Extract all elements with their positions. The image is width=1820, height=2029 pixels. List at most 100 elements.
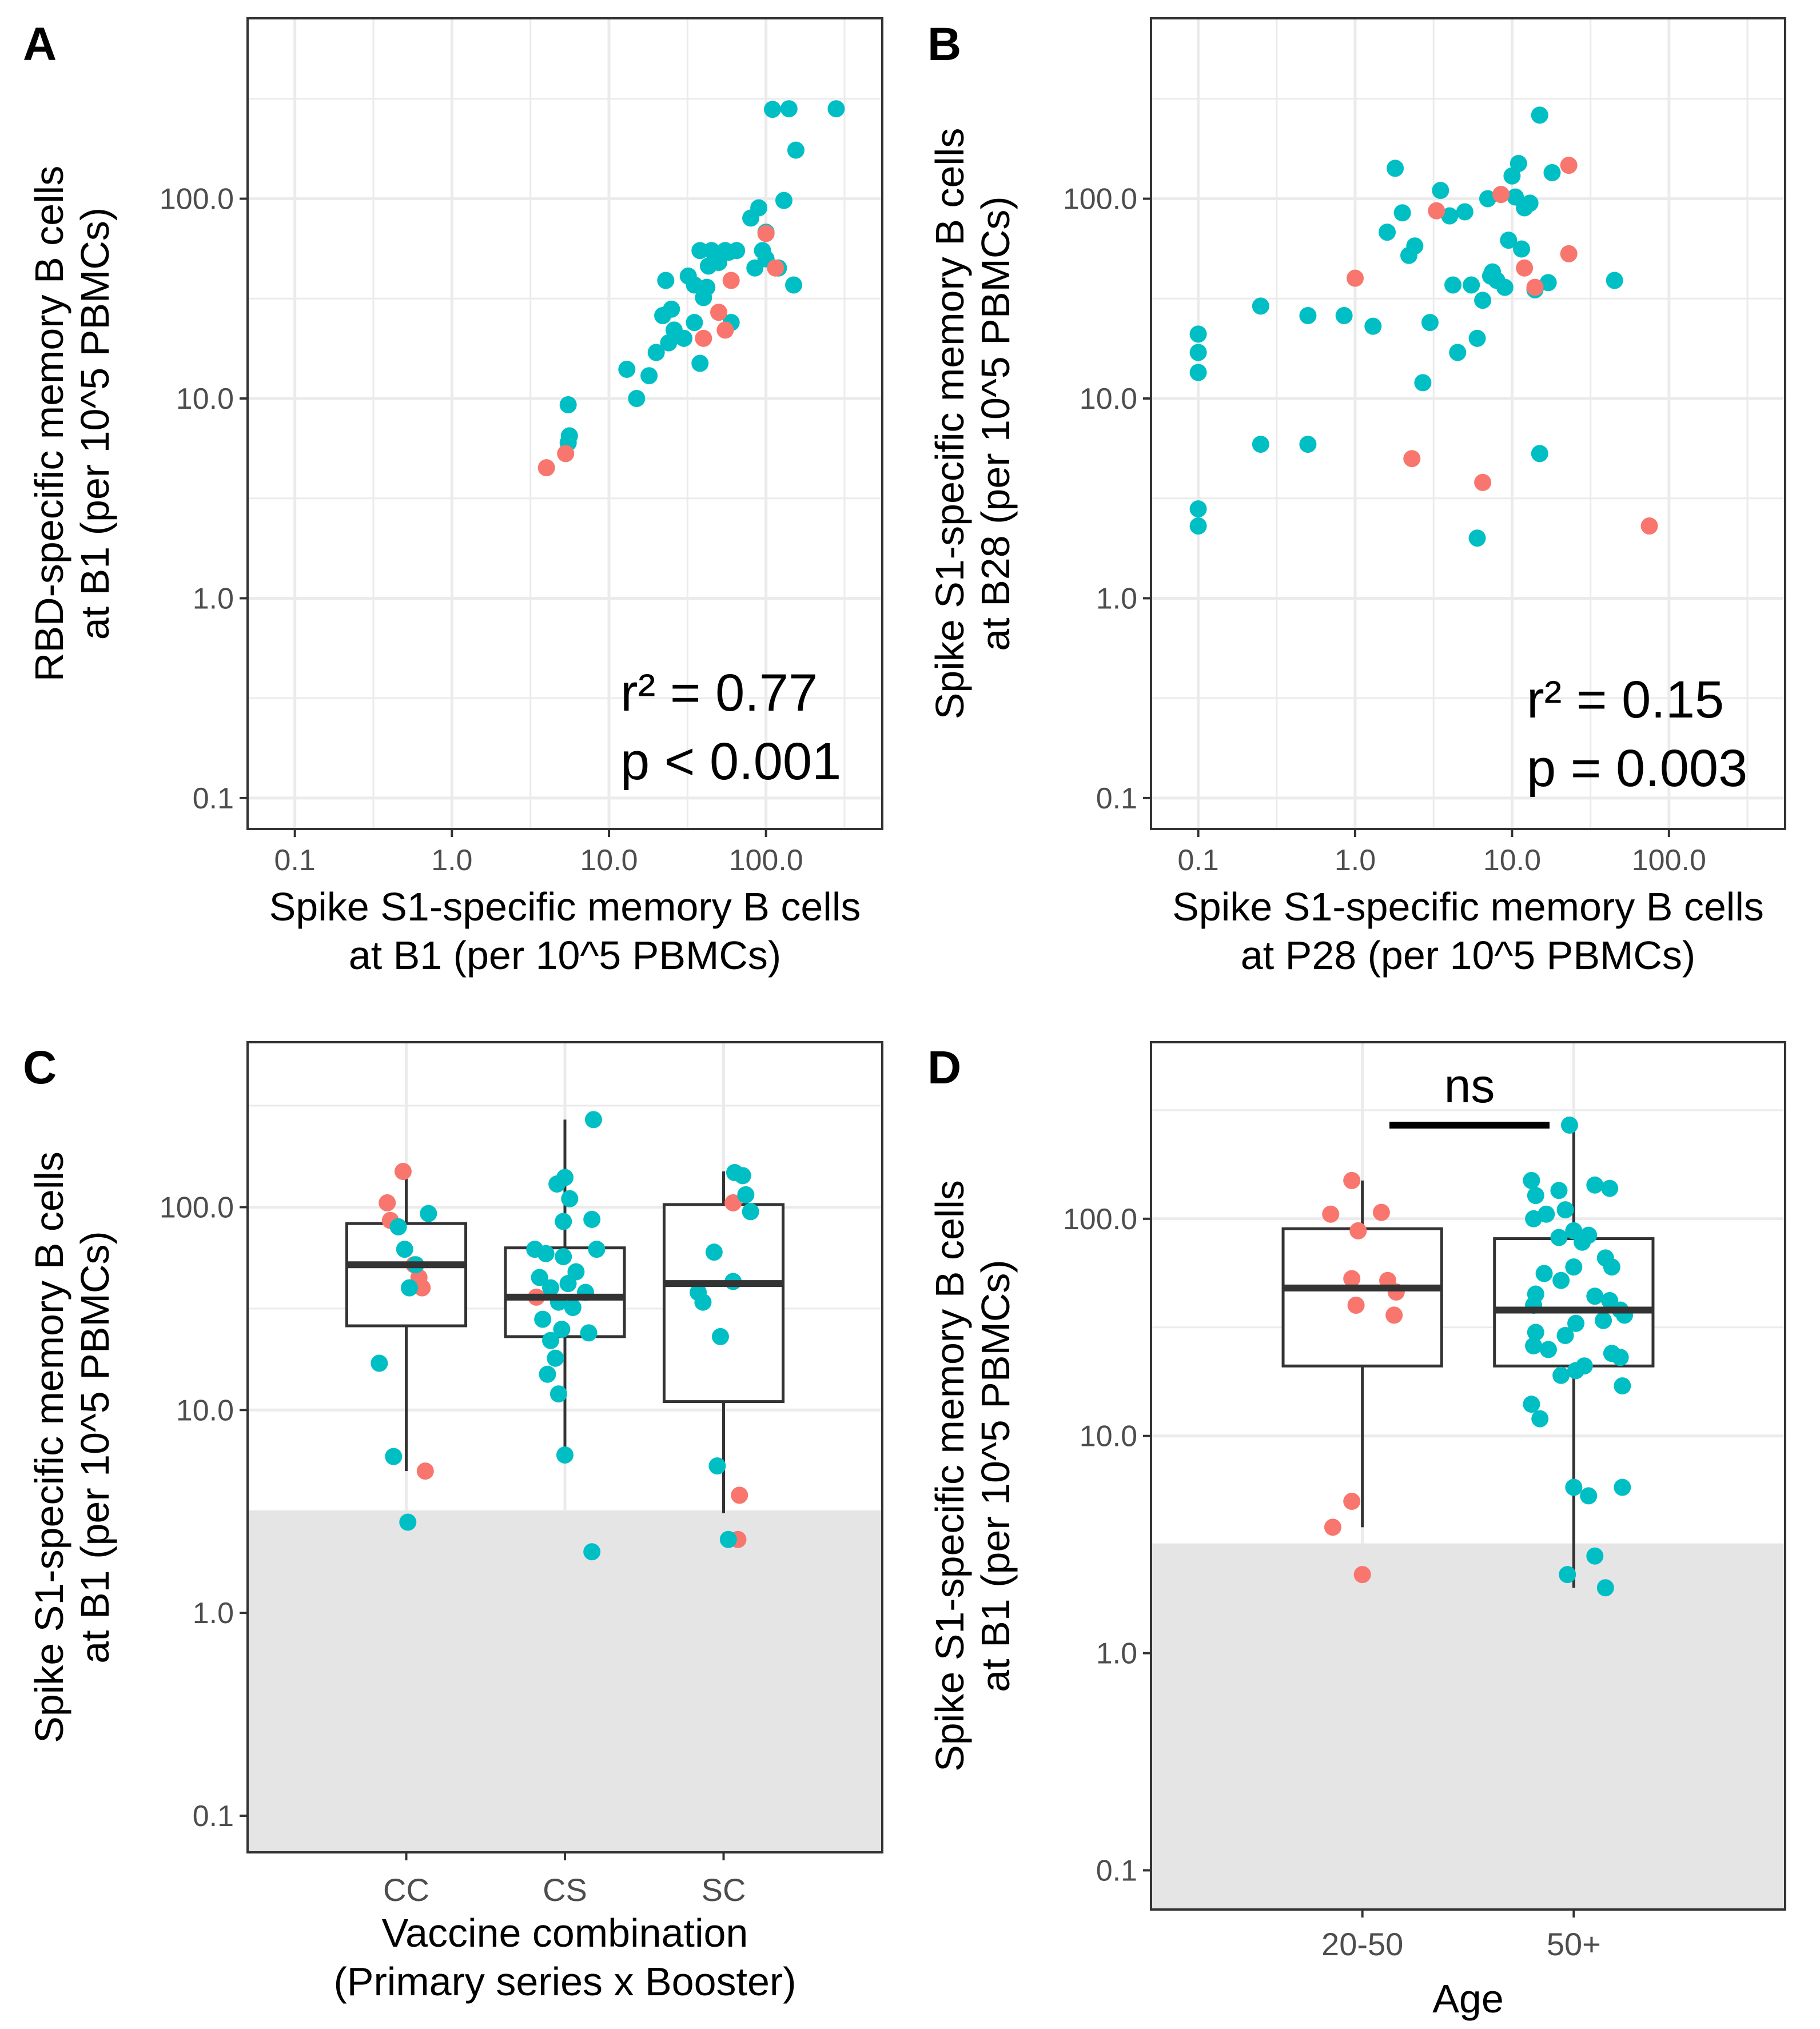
- data-point-teal: [1538, 1205, 1555, 1223]
- data-point-teal: [1606, 272, 1623, 289]
- x-axis-title: Spike S1-specific memory B cells: [1172, 884, 1764, 929]
- data-point-teal: [1456, 203, 1473, 221]
- data-point-teal: [1531, 1410, 1549, 1428]
- panel-d: 0.1 1.0 10.0 100.0 20-50 50+ ns Age Spike S1-spe…: [927, 1041, 1786, 2021]
- data-point-salmon: [1403, 450, 1421, 468]
- box-iqr: [1281, 1227, 1443, 1368]
- data-point-teal: [1550, 1182, 1568, 1199]
- data-point-teal: [1189, 325, 1207, 343]
- data-point-teal: [698, 278, 716, 296]
- data-point-teal: [1614, 1377, 1631, 1395]
- data-point-teal: [1521, 194, 1539, 212]
- panel-letter: C: [23, 1042, 57, 1094]
- data-point-teal: [559, 1275, 577, 1293]
- data-point-teal: [583, 1543, 601, 1561]
- data-point-teal: [1364, 317, 1382, 335]
- data-point-teal: [1449, 344, 1467, 361]
- data-point-teal: [555, 1213, 572, 1230]
- data-point-teal: [1539, 274, 1557, 292]
- data-point-salmon: [1347, 1296, 1365, 1314]
- box-iqr: [345, 1222, 468, 1328]
- x-axis-title: (Primary series x Booster): [333, 1959, 796, 2004]
- panel-b: 0.1 0.1 1.0 1.0 10.0 10.0 100.0 100.0 r² = 0.15 p…: [927, 17, 1786, 978]
- data-point-teal: [549, 1385, 567, 1403]
- y-tick-label: 10.0: [176, 382, 234, 416]
- data-point-teal: [1543, 164, 1561, 182]
- data-point-salmon: [1343, 1270, 1361, 1287]
- data-point-salmon: [1349, 1222, 1367, 1239]
- data-point-teal: [1441, 207, 1459, 225]
- p-value-label: p < 0.001: [620, 732, 841, 791]
- data-point-teal: [1393, 204, 1411, 222]
- data-point-teal: [1586, 1287, 1604, 1305]
- data-point-salmon: [722, 272, 740, 289]
- data-point-teal: [534, 1310, 552, 1328]
- data-point-salmon: [1428, 202, 1445, 220]
- p-value-label: p = 0.003: [1527, 739, 1747, 798]
- data-point-teal: [1559, 1566, 1576, 1584]
- box-iqr: [1493, 1237, 1655, 1368]
- data-point-teal: [556, 1169, 574, 1186]
- data-point-teal: [647, 344, 665, 361]
- data-point-teal: [555, 1248, 572, 1266]
- data-point-teal: [1444, 276, 1462, 294]
- data-point-salmon: [695, 329, 712, 347]
- y-tick-label: 1.0: [1096, 1637, 1137, 1671]
- x-tick-label: 0.1: [1177, 844, 1218, 877]
- plot-border: [246, 17, 883, 830]
- data-point-teal: [1189, 500, 1207, 518]
- data-point-teal: [1580, 1226, 1598, 1244]
- data-point-teal: [1468, 529, 1486, 547]
- data-point-teal: [785, 276, 803, 294]
- data-point-teal: [1560, 1116, 1578, 1134]
- data-point-teal: [588, 1241, 606, 1258]
- x-tick-label: 100.0: [1632, 844, 1706, 877]
- data-point-teal: [553, 1321, 571, 1338]
- data-point-teal: [775, 192, 792, 209]
- data-point-teal: [537, 1245, 555, 1262]
- data-point-teal: [764, 101, 782, 118]
- data-point-salmon: [537, 459, 555, 477]
- below-detection-shade: [1151, 1543, 1785, 1910]
- x-tick-label: 0.1: [274, 844, 316, 877]
- data-point-teal: [561, 1190, 579, 1207]
- data-point-teal: [1500, 232, 1518, 249]
- data-point-teal: [1299, 436, 1317, 453]
- data-point-salmon: [1640, 517, 1658, 535]
- r-squared-label: r² = 0.15: [1527, 671, 1724, 729]
- data-point-salmon: [1347, 269, 1364, 287]
- data-point-teal: [1531, 106, 1548, 124]
- data-point-teal: [371, 1354, 388, 1372]
- data-point-salmon: [1343, 1493, 1361, 1510]
- data-point-teal: [1567, 1314, 1585, 1332]
- x-axis-title: Vaccine combination: [382, 1911, 748, 1955]
- data-point-teal: [1565, 1258, 1583, 1276]
- y-tick-label: 100.0: [160, 183, 234, 216]
- data-point-teal: [787, 141, 805, 159]
- plot-border: [1150, 1041, 1786, 1911]
- data-point-teal: [1379, 224, 1396, 241]
- data-point-teal: [1421, 314, 1439, 332]
- data-point-teal: [663, 300, 680, 318]
- data-point-salmon: [379, 1194, 396, 1211]
- data-point-teal: [1552, 1271, 1570, 1289]
- r-squared-label: r² = 0.77: [620, 664, 818, 722]
- data-point-teal: [389, 1218, 407, 1235]
- data-point-teal: [1580, 1487, 1598, 1505]
- data-point-teal: [1406, 237, 1424, 255]
- data-point-teal: [1510, 155, 1527, 173]
- data-point-teal: [1527, 1324, 1544, 1341]
- x-tick-label: 10.0: [1483, 844, 1541, 877]
- data-point-teal: [1513, 240, 1531, 258]
- data-point-teal: [1432, 182, 1449, 200]
- below-detection-shade: [248, 1510, 882, 1852]
- data-point-teal: [737, 1186, 755, 1203]
- box-iqr: [662, 1203, 785, 1404]
- data-point-teal: [728, 242, 746, 260]
- data-point-teal: [657, 272, 675, 289]
- data-point-teal: [1556, 1201, 1574, 1219]
- y-axis-title: at B1 (per 10^5 PBMCs): [73, 1231, 117, 1663]
- data-point-teal: [1474, 292, 1492, 309]
